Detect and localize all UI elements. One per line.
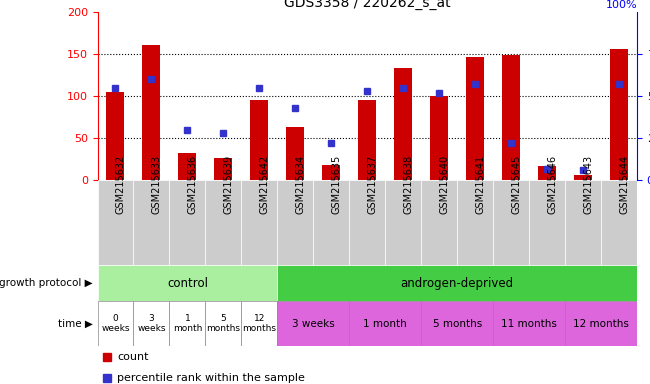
Text: 12
months: 12 months [242, 314, 276, 333]
Text: GSM215638: GSM215638 [403, 155, 413, 214]
Bar [241, 180, 278, 265]
Bar [565, 180, 601, 265]
Bar [430, 96, 448, 180]
Text: GSM215645: GSM215645 [511, 155, 521, 214]
Text: GSM215641: GSM215641 [475, 155, 485, 214]
Text: GSM215636: GSM215636 [187, 155, 198, 214]
Bar [133, 180, 170, 265]
Text: 3 weeks: 3 weeks [292, 318, 335, 329]
Bar [170, 301, 205, 346]
Text: GSM215632: GSM215632 [116, 155, 125, 214]
Bar [421, 180, 457, 265]
Bar [385, 180, 421, 265]
Bar [421, 301, 493, 346]
Text: 3
weeks: 3 weeks [137, 314, 166, 333]
Bar [493, 180, 529, 265]
Text: GSM215640: GSM215640 [439, 155, 449, 214]
Text: growth protocol ▶: growth protocol ▶ [0, 278, 92, 288]
Bar [214, 158, 233, 180]
Bar [502, 55, 520, 180]
Bar [574, 175, 592, 180]
Bar [394, 68, 412, 180]
Text: GSM215634: GSM215634 [295, 155, 306, 214]
Text: 11 months: 11 months [501, 318, 557, 329]
Bar [133, 301, 170, 346]
Bar [205, 301, 241, 346]
Text: 100%: 100% [605, 0, 637, 10]
Bar [107, 92, 125, 180]
Bar [278, 301, 349, 346]
Bar [313, 180, 349, 265]
Bar [349, 180, 385, 265]
Bar [610, 49, 628, 180]
Text: GSM215644: GSM215644 [619, 155, 629, 214]
Bar [457, 180, 493, 265]
Bar [98, 180, 133, 265]
Text: count: count [117, 352, 148, 362]
Bar [98, 301, 133, 346]
Bar [170, 180, 205, 265]
Bar [278, 265, 637, 301]
Text: control: control [167, 277, 208, 290]
Text: time ▶: time ▶ [58, 318, 92, 329]
Bar [601, 180, 637, 265]
Bar [250, 100, 268, 180]
Text: percentile rank within the sample: percentile rank within the sample [117, 373, 305, 383]
Bar [529, 180, 565, 265]
Bar [142, 45, 161, 180]
Text: GSM215642: GSM215642 [259, 155, 269, 214]
Text: GSM215646: GSM215646 [547, 155, 557, 214]
Text: androgen-deprived: androgen-deprived [400, 277, 514, 290]
Text: GSM215633: GSM215633 [151, 155, 161, 214]
Bar [286, 127, 304, 180]
Text: 5
months: 5 months [207, 314, 240, 333]
Bar [98, 265, 278, 301]
Bar [278, 180, 313, 265]
Text: GSM215637: GSM215637 [367, 155, 377, 214]
Bar [538, 166, 556, 180]
Text: GSM215639: GSM215639 [224, 155, 233, 214]
Text: 1
month: 1 month [173, 314, 202, 333]
Text: 0
weeks: 0 weeks [101, 314, 130, 333]
Title: GDS3358 / 220262_s_at: GDS3358 / 220262_s_at [284, 0, 450, 10]
Bar [358, 100, 376, 180]
Bar [178, 152, 196, 180]
Text: 1 month: 1 month [363, 318, 407, 329]
Bar [565, 301, 637, 346]
Bar [493, 301, 565, 346]
Text: 12 months: 12 months [573, 318, 629, 329]
Bar [322, 165, 341, 180]
Text: GSM215635: GSM215635 [332, 155, 341, 214]
Bar [349, 301, 421, 346]
Bar [241, 301, 278, 346]
Text: 5 months: 5 months [432, 318, 482, 329]
Bar [205, 180, 241, 265]
Text: GSM215643: GSM215643 [583, 155, 593, 214]
Bar [466, 57, 484, 180]
